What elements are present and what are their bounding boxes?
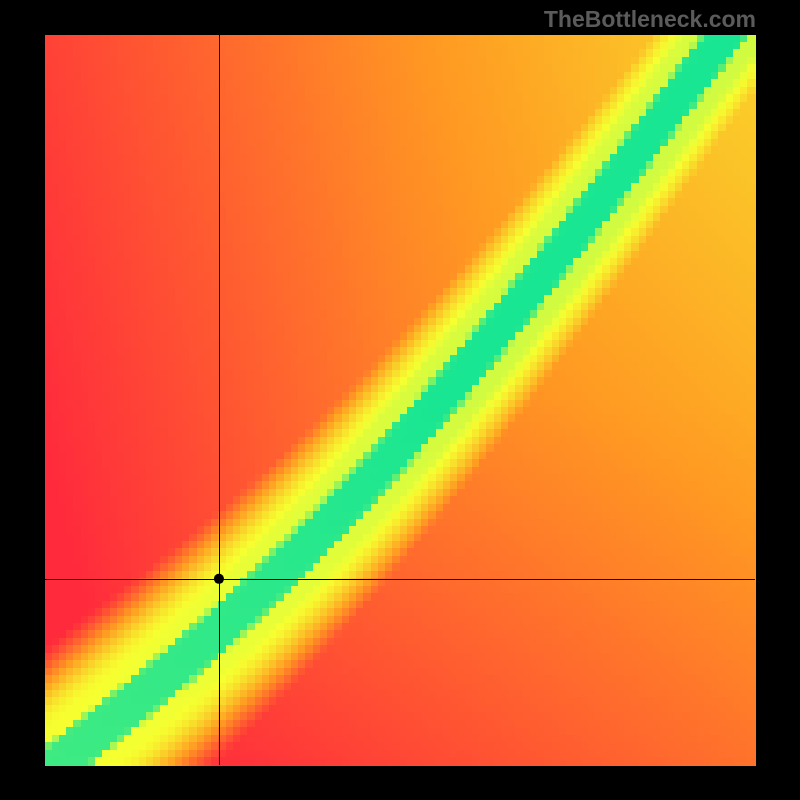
heatmap-canvas	[0, 0, 800, 800]
chart-container: TheBottleneck.com	[0, 0, 800, 800]
watermark-label: TheBottleneck.com	[544, 6, 756, 33]
